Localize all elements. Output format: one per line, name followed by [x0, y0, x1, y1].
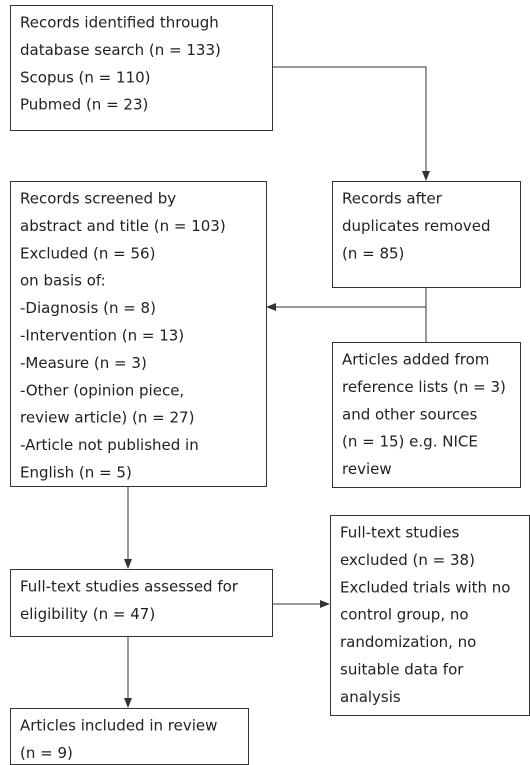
box-text: randomization, no: [340, 633, 476, 651]
box-text: duplicates removed: [342, 217, 491, 235]
flow-box: [330, 515, 530, 716]
box-text: Pubmed (n = 23): [20, 96, 148, 114]
box-text: (n = 9): [20, 744, 73, 762]
box-text: suitable data for: [340, 661, 464, 679]
box-text: Scopus (n = 110): [20, 68, 151, 86]
box-text: English (n = 5): [20, 464, 132, 482]
box-text: Articles included in review: [20, 717, 217, 735]
box-text: Excluded (n = 56): [20, 244, 155, 262]
box-text: review: [342, 460, 392, 478]
box-text: and other sources: [342, 405, 478, 423]
box-text: -Diagnosis (n = 8): [20, 299, 156, 317]
box-text: -Intervention (n = 13): [20, 327, 184, 345]
box-text: -Other (opinion piece,: [20, 381, 184, 399]
flow-box: [10, 569, 273, 637]
flow-box: [10, 5, 273, 131]
box-text: (n = 85): [342, 244, 404, 262]
box-text: excluded (n = 38): [340, 551, 475, 569]
box-text: eligibility (n = 47): [20, 605, 155, 623]
box-text: Excluded trials with no: [340, 578, 511, 596]
flow-box: [332, 342, 521, 488]
box-text: on basis of:: [20, 272, 106, 290]
box-text: -Article not published in: [20, 436, 199, 454]
box-text: -Measure (n = 3): [20, 354, 147, 372]
flow-box: [10, 181, 267, 487]
box-text: Full-text studies: [340, 524, 460, 542]
flow-box: [332, 181, 521, 288]
box-text: Records identified through: [20, 14, 219, 32]
box-text: Articles added from: [342, 351, 489, 369]
box-text: abstract and title (n = 103): [20, 217, 226, 235]
box-text: Records screened by: [20, 190, 176, 208]
box-text: database search (n = 133): [20, 41, 221, 59]
box-text: control group, no: [340, 606, 469, 624]
arrow: [272, 66, 430, 181]
box-text: review article) (n = 27): [20, 409, 194, 427]
box-text: Full-text studies assessed for: [20, 578, 239, 596]
box-text: analysis: [340, 688, 401, 706]
box-text: (n = 15) e.g. NICE: [342, 433, 478, 451]
box-text: reference lists (n = 3): [342, 378, 506, 396]
flow-box: [10, 708, 249, 765]
box-text: Records after: [342, 190, 443, 208]
